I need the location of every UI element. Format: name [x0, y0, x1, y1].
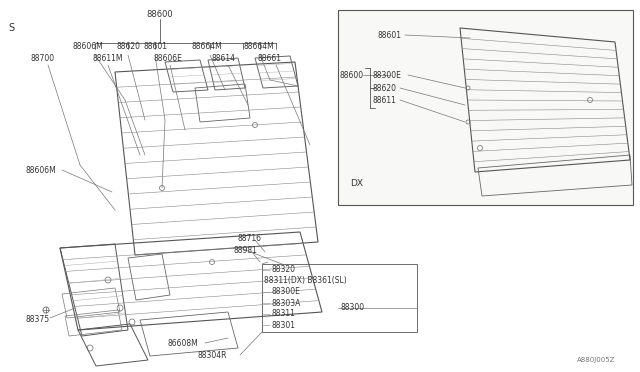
Text: 88375: 88375	[25, 315, 49, 324]
Text: 88614: 88614	[212, 54, 236, 62]
Text: 88620: 88620	[373, 83, 397, 93]
Bar	[262, 264, 417, 332]
Text: 88320: 88320	[272, 266, 296, 275]
Text: 88664M: 88664M	[192, 42, 223, 51]
Text: DX: DX	[350, 179, 363, 187]
Text: 88601: 88601	[143, 42, 167, 51]
Text: 88664M: 88664M	[243, 42, 274, 51]
Text: 88700: 88700	[30, 54, 54, 62]
Text: 88303A: 88303A	[272, 298, 301, 308]
Bar	[338, 10, 633, 205]
Text: 88300: 88300	[341, 304, 365, 312]
Text: 88300E: 88300E	[373, 71, 402, 80]
Text: 88606M: 88606M	[72, 42, 103, 51]
Text: 88311(DX) B8361(SL): 88311(DX) B8361(SL)	[264, 276, 347, 285]
Text: 88304R: 88304R	[198, 350, 227, 359]
Text: 86608M: 86608M	[168, 339, 199, 347]
Text: 88606E: 88606E	[153, 54, 182, 62]
Text: 88300E: 88300E	[272, 288, 301, 296]
Text: 88600: 88600	[147, 10, 173, 19]
Text: 88611: 88611	[373, 96, 397, 105]
Text: 88611M: 88611M	[92, 54, 122, 62]
Text: 88620: 88620	[116, 42, 140, 51]
Text: S: S	[8, 23, 14, 33]
Text: 88601: 88601	[378, 31, 402, 39]
Text: 88600: 88600	[340, 71, 364, 80]
Text: 88981: 88981	[234, 246, 258, 254]
Text: 88311: 88311	[272, 310, 296, 318]
Text: 88606M: 88606M	[25, 166, 56, 174]
Text: 88301: 88301	[272, 321, 296, 330]
Text: A880J005Z: A880J005Z	[577, 357, 615, 363]
Text: 88716: 88716	[237, 234, 261, 243]
Text: 88661: 88661	[258, 54, 282, 62]
